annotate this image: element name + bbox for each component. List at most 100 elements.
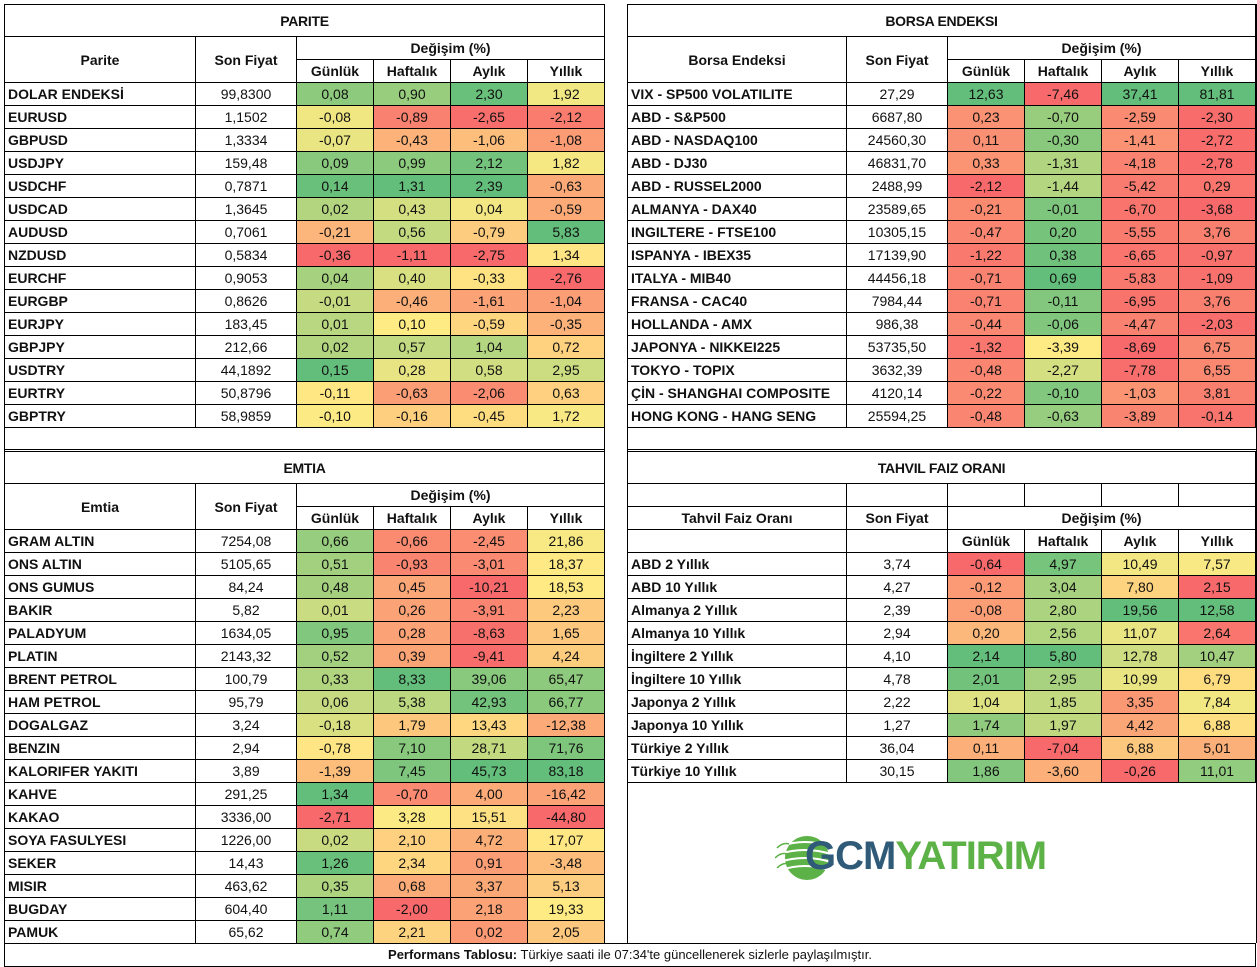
column-header-name: Tahvil Faiz Oranı	[627, 506, 847, 530]
row-monthly: -2,65	[450, 105, 528, 129]
section-title: EMTIA	[3, 451, 606, 484]
row-yearly: 7,57	[1177, 552, 1257, 576]
footer-text: Türkiye saati ile 07:34'te güncellenerek…	[517, 947, 872, 962]
row-yearly: -2,72	[1177, 128, 1257, 152]
row-name: ALMANYA - DAX40	[627, 197, 847, 221]
row-yearly: -2,78	[1177, 151, 1257, 175]
row-daily: -2,12	[947, 174, 1025, 198]
row-yearly: 6,88	[1177, 713, 1257, 737]
row-price: 23589,65	[846, 197, 948, 221]
row-weekly: 0,90	[373, 82, 451, 106]
row-monthly: -6,65	[1101, 243, 1179, 267]
row-daily: -0,64	[947, 552, 1025, 576]
row-name: BUGDAY	[4, 897, 196, 921]
row-monthly: -1,03	[1101, 381, 1179, 405]
row-daily: -2,71	[296, 805, 374, 829]
row-price: 3336,00	[195, 805, 297, 829]
row-name: USDTRY	[4, 358, 196, 382]
row-yearly: 11,01	[1177, 759, 1257, 783]
row-daily: 0,06	[296, 690, 374, 714]
row-name: PAMUK	[4, 920, 196, 944]
column-header-yearly: Yıllık	[1177, 59, 1257, 83]
row-daily: 12,63	[947, 82, 1025, 106]
table-row: GBPUSD 1,3334 -0,07 -0,43 -1,06 -1,08	[4, 128, 605, 152]
empty-cell	[627, 529, 847, 553]
row-price: 291,25	[195, 782, 297, 806]
row-monthly: -2,59	[1101, 105, 1179, 129]
row-daily: 0,35	[296, 874, 374, 898]
row-price: 84,24	[195, 575, 297, 599]
row-yearly: -2,03	[1177, 312, 1257, 336]
column-header-change: Değişim (%)	[296, 36, 605, 60]
row-weekly: 0,28	[373, 621, 451, 645]
row-monthly: -9,41	[450, 644, 528, 668]
row-daily: -1,32	[947, 335, 1025, 359]
row-daily: 1,74	[947, 713, 1025, 737]
row-weekly: 8,33	[373, 667, 451, 691]
parite-table: PARITE Parite Son Fiyat Değişim (%) Günl…	[4, 4, 605, 428]
row-weekly: 1,85	[1024, 690, 1102, 714]
row-weekly: 0,40	[373, 266, 451, 290]
row-weekly: 7,45	[373, 759, 451, 783]
row-yearly: 7,84	[1177, 690, 1257, 714]
row-daily: 0,74	[296, 920, 374, 944]
row-monthly: -3,91	[450, 598, 528, 622]
row-daily: 0,14	[296, 174, 374, 198]
row-daily: -0,08	[296, 105, 374, 129]
column-header-monthly: Aylık	[450, 506, 528, 530]
row-yearly: 6,79	[1177, 667, 1257, 691]
row-monthly: -0,33	[450, 266, 528, 290]
table-row: Türkiye 10 Yıllık 30,15 1,86 -3,60 -0,26 11,0…	[627, 759, 1257, 783]
row-daily: -1,39	[296, 759, 374, 783]
row-yearly: 3,76	[1177, 289, 1257, 313]
row-yearly: 1,92	[527, 82, 605, 106]
row-weekly: 2,95	[1024, 667, 1102, 691]
row-monthly: 4,00	[450, 782, 528, 806]
column-header-price: Son Fiyat	[195, 36, 297, 83]
column-header-weekly: Haftalık	[1024, 59, 1102, 83]
row-daily: 1,04	[947, 690, 1025, 714]
row-weekly: 3,28	[373, 805, 451, 829]
table-row: EURGBP 0,8626 -0,01 -0,46 -1,61 -1,04	[4, 289, 605, 313]
empty-cell	[1177, 483, 1257, 507]
row-daily: 0,33	[296, 667, 374, 691]
row-price: 53735,50	[846, 335, 948, 359]
row-price: 25594,25	[846, 404, 948, 428]
row-monthly: 19,56	[1101, 598, 1179, 622]
row-name: EURCHF	[4, 266, 196, 290]
table-row: USDTRY 44,1892 0,15 0,28 0,58 2,95	[4, 358, 605, 382]
row-price: 3632,39	[846, 358, 948, 382]
row-weekly: -0,06	[1024, 312, 1102, 336]
row-monthly: -1,06	[450, 128, 528, 152]
row-daily: 1,11	[296, 897, 374, 921]
row-monthly: -6,95	[1101, 289, 1179, 313]
row-yearly: -16,42	[526, 782, 606, 806]
row-name: PALADYUM	[4, 621, 196, 645]
row-daily: 0,02	[296, 335, 374, 359]
row-weekly: 2,80	[1024, 598, 1102, 622]
row-price: 7984,44	[846, 289, 948, 313]
table-row: USDCHF 0,7871 0,14 1,31 2,39 -0,63	[4, 174, 605, 198]
row-yearly: 1,82	[527, 151, 605, 175]
row-price: 95,79	[195, 690, 297, 714]
column-header-monthly: Aylık	[450, 59, 528, 83]
table-row: BUGDAY 604,40 1,11 -2,00 2,18 19,33	[4, 897, 606, 921]
column-header-yearly: Yıllık	[526, 506, 606, 530]
table-row: GRAM ALTIN 7254,08 0,66 -0,66 -2,45 21,86	[4, 529, 606, 553]
table-row: ISPANYA - IBEX35 17139,90 -1,22 0,38 -6,65 -0…	[627, 243, 1257, 267]
table-row: EURTRY 50,8796 -0,11 -0,63 -2,06 0,63	[4, 381, 605, 405]
row-name: GBPJPY	[4, 335, 196, 359]
row-name: ONS GUMUS	[4, 575, 196, 599]
column-header-monthly: Aylık	[1101, 59, 1179, 83]
row-name: USDCHF	[4, 174, 196, 198]
row-weekly: -1,31	[1024, 151, 1102, 175]
row-price: 58,9859	[195, 404, 297, 428]
row-monthly: 2,30	[450, 82, 528, 106]
row-weekly: 0,39	[373, 644, 451, 668]
table-row: KALORIFER YAKITI 3,89 -1,39 7,45 45,73 83,18	[4, 759, 606, 783]
row-daily: -0,07	[296, 128, 374, 152]
row-name: JAPONYA - NIKKEI225	[627, 335, 847, 359]
footer-note: Performans Tablosu: Türkiye saati ile 07…	[4, 943, 1256, 967]
row-price: 4,78	[846, 667, 948, 691]
row-yearly: 0,63	[527, 381, 605, 405]
